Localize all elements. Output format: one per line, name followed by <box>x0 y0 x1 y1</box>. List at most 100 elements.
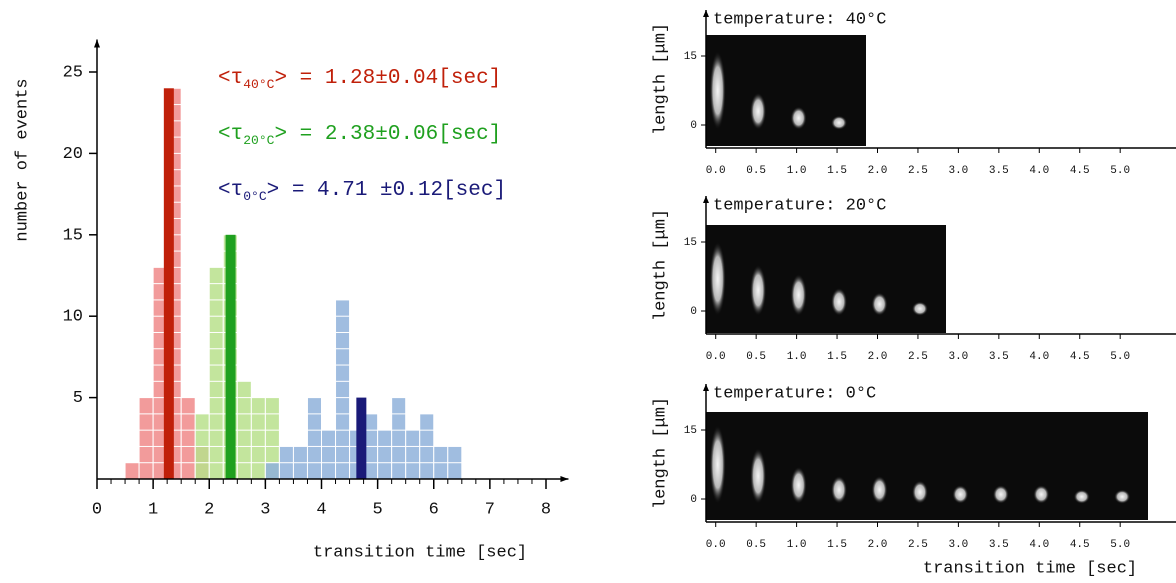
y-axis-arrow <box>703 384 709 391</box>
x-tick-label: 3.0 <box>948 165 968 177</box>
filament <box>750 265 767 316</box>
y-tick-label: 0 <box>690 120 697 132</box>
filament <box>992 485 1009 504</box>
x-tick-label: 2.5 <box>908 539 928 551</box>
annotation: <τ0°C> = 4.71 ±0.12[sec] <box>218 179 506 205</box>
x-tick-label: 2.5 <box>908 165 928 177</box>
x-tick-label: 1 <box>148 500 158 519</box>
microscopy-image <box>706 225 946 333</box>
x-tick-label: 0.5 <box>746 165 766 177</box>
x-tick-label: 3.5 <box>989 351 1009 363</box>
y-axis-arrow <box>703 10 709 17</box>
panel-title: temperature: 40°C <box>713 10 886 29</box>
x-tick-label: 4.5 <box>1070 539 1090 551</box>
filament <box>709 241 726 316</box>
y-axis-label: length [μm] <box>651 397 670 509</box>
x-tick-label: 5.0 <box>1110 351 1130 363</box>
x-tick-label: 1.5 <box>827 165 847 177</box>
x-tick-label: 3 <box>260 500 270 519</box>
annotation-text: > = 1.28±0.04[sec] <box>274 67 501 90</box>
y-tick-label: 15 <box>63 226 83 245</box>
x-axis-arrow <box>560 476 569 482</box>
x-tick-label: 0.0 <box>706 165 726 177</box>
x-tick-label: 4.0 <box>1029 351 1049 363</box>
annotation: <τ40°C> = 1.28±0.04[sec] <box>218 67 501 93</box>
histogram-bar <box>138 397 154 480</box>
histogram-bar <box>306 397 322 480</box>
filament <box>871 292 888 316</box>
filament <box>1033 485 1050 504</box>
histogram-bar <box>335 299 351 480</box>
y-tick-label: 0 <box>690 494 697 506</box>
filament <box>952 485 969 504</box>
annotation: <τ20°C> = 2.38±0.06[sec] <box>218 123 501 149</box>
filament <box>790 274 807 316</box>
x-axis-label: transition time [sec] <box>923 559 1137 578</box>
x-tick-label: 0.0 <box>706 351 726 363</box>
y-tick-label: 5 <box>73 389 83 408</box>
y-tick-label: 20 <box>63 145 83 164</box>
x-tick-label: 4 <box>316 500 326 519</box>
y-tick-label: 25 <box>63 63 83 82</box>
x-tick-label: 3.5 <box>989 165 1009 177</box>
y-axis-arrow <box>703 196 709 203</box>
x-tick-label: 6 <box>429 500 439 519</box>
x-tick-label: 3.0 <box>948 539 968 551</box>
x-tick-label: 2.0 <box>868 539 888 551</box>
filament <box>1114 489 1131 504</box>
x-tick-label: 5.0 <box>1110 165 1130 177</box>
x-tick-label: 1.5 <box>827 351 847 363</box>
x-axis-label: transition time [sec] <box>313 543 527 562</box>
annotation-sub: 0°C <box>243 189 267 204</box>
filament <box>750 92 767 130</box>
filament <box>790 106 807 130</box>
filament <box>1073 489 1090 504</box>
x-tick-label: 1.0 <box>787 351 807 363</box>
y-tick-label: 10 <box>63 308 83 327</box>
x-tick-label: 4.5 <box>1070 165 1090 177</box>
histogram-bar <box>264 462 280 480</box>
annotation-text: > = 2.38±0.06[sec] <box>274 123 501 146</box>
histogram-bar <box>377 429 393 480</box>
filament <box>871 476 888 504</box>
histogram-bar <box>250 397 266 480</box>
microscopy-image <box>706 412 1148 520</box>
x-tick-label: 1.0 <box>787 165 807 177</box>
filament <box>709 51 726 130</box>
x-tick-label: 0.5 <box>746 539 766 551</box>
x-tick-label: 8 <box>541 500 551 519</box>
x-tick-label: 4.0 <box>1029 539 1049 551</box>
x-tick-label: 2.5 <box>908 351 928 363</box>
filament <box>790 466 807 504</box>
x-tick-label: 5 <box>373 500 383 519</box>
x-tick-label: 4.5 <box>1070 351 1090 363</box>
y-axis-label: length [μm] <box>651 209 670 321</box>
x-tick-label: 2.0 <box>868 351 888 363</box>
mean-bar <box>356 397 367 479</box>
filament <box>831 288 848 316</box>
x-tick-label: 0 <box>92 500 102 519</box>
y-tick-label: 15 <box>684 237 697 249</box>
mean-bar <box>225 234 236 479</box>
histogram-bar <box>391 397 407 480</box>
filament <box>831 476 848 504</box>
annotation-sub: 20°C <box>243 133 274 148</box>
x-tick-label: 1.5 <box>827 539 847 551</box>
panel-title: temperature: 20°C <box>713 196 886 215</box>
annotation-prefix: <τ <box>218 179 243 202</box>
x-tick-label: 2.0 <box>868 165 888 177</box>
x-tick-label: 5.0 <box>1110 539 1130 551</box>
filament <box>911 301 928 316</box>
y-axis-label: number of events <box>13 78 32 241</box>
filament <box>750 448 767 504</box>
annotation-sub: 40°C <box>243 77 274 92</box>
y-tick-label: 15 <box>684 51 697 63</box>
y-tick-label: 15 <box>684 425 697 437</box>
x-tick-label: 4.0 <box>1029 165 1049 177</box>
x-tick-label: 7 <box>485 500 495 519</box>
histogram-bar <box>321 429 337 480</box>
histogram-bar <box>124 462 140 480</box>
annotation-text: > = 4.71 ±0.12[sec] <box>267 179 506 202</box>
x-tick-label: 0.5 <box>746 351 766 363</box>
